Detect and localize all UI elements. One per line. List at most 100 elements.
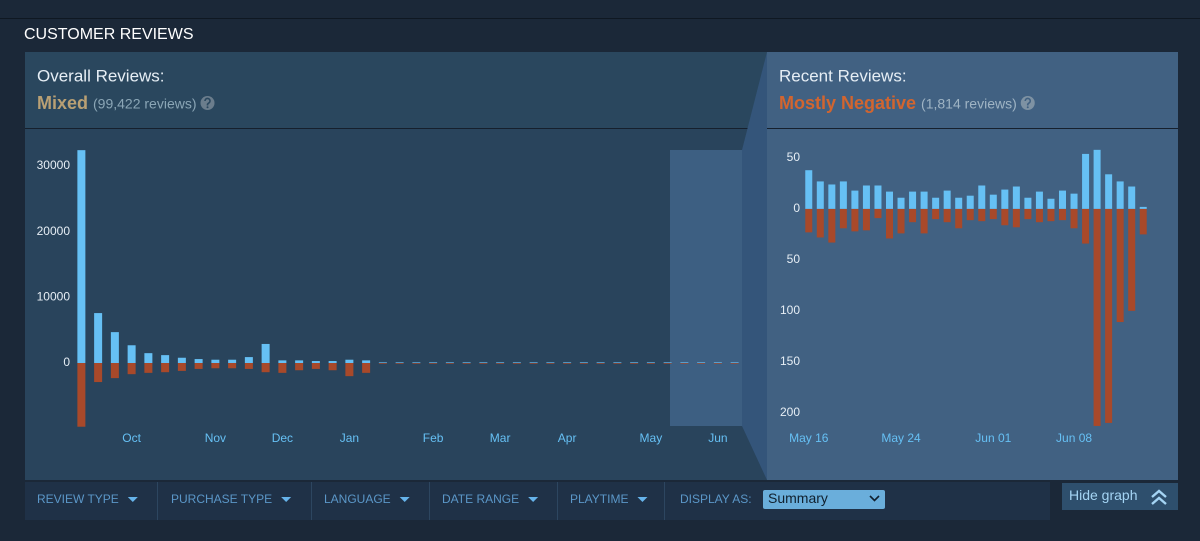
bar <box>211 363 220 369</box>
bar <box>897 197 905 209</box>
bar <box>1024 197 1032 209</box>
bar <box>730 362 739 364</box>
bar <box>816 208 824 238</box>
bar <box>1035 208 1043 223</box>
bar <box>1012 186 1020 209</box>
bar <box>874 185 882 209</box>
bar <box>94 363 103 383</box>
bar <box>805 208 813 233</box>
bar <box>646 363 655 364</box>
bar <box>412 363 421 364</box>
bar <box>909 208 917 223</box>
display-select[interactable] <box>763 490 885 509</box>
bar <box>1059 190 1066 209</box>
bar <box>730 363 739 364</box>
filter-label[interactable]: REVIEW TYPE <box>37 492 119 506</box>
hide-graph-label[interactable]: Hide graph <box>1069 487 1138 503</box>
bar <box>110 332 119 364</box>
bar <box>110 363 119 379</box>
select-chevron <box>869 495 880 502</box>
bar <box>1070 208 1078 229</box>
overall-summary: Mixed <box>37 93 88 113</box>
bar <box>77 363 86 427</box>
bar <box>395 363 404 364</box>
bar <box>680 363 689 364</box>
bar <box>579 363 588 364</box>
bar <box>920 191 928 209</box>
bar <box>579 362 588 364</box>
bar <box>955 208 963 229</box>
bar <box>828 208 836 243</box>
x-tick-label: Jun 08 <box>1056 431 1092 445</box>
x-tick-label: May 16 <box>789 431 829 445</box>
bar <box>345 363 354 377</box>
bar <box>278 360 287 364</box>
bar <box>311 363 320 369</box>
bar <box>429 363 438 364</box>
bar <box>445 362 454 364</box>
filter-label[interactable]: PURCHASE TYPE <box>171 492 272 506</box>
filter-arrow <box>637 497 648 502</box>
bar <box>395 362 404 364</box>
bar <box>932 208 940 220</box>
bar <box>1012 208 1020 228</box>
help-icon[interactable] <box>1020 96 1035 110</box>
filter-label[interactable]: LANGUAGE <box>324 492 391 506</box>
bar <box>445 363 454 364</box>
bar <box>862 208 870 231</box>
filter-label[interactable]: PLAYTIME <box>570 492 628 506</box>
x-tick-label: Oct <box>122 431 141 445</box>
x-tick-label: Mar <box>490 431 511 445</box>
bar <box>144 363 153 373</box>
bar <box>1001 189 1009 209</box>
overall-label: Overall Reviews: <box>37 66 165 85</box>
bar <box>311 361 320 364</box>
bar <box>886 208 893 239</box>
hide-graph-button[interactable] <box>1062 483 1178 510</box>
bar <box>1047 208 1055 222</box>
bar <box>378 362 387 364</box>
bar <box>816 181 824 209</box>
bar <box>897 208 905 234</box>
y-tick-label: 50 <box>787 252 801 266</box>
recent-count: (1,814 reviews) <box>921 96 1017 112</box>
bar <box>966 208 974 221</box>
x-tick-label: Jun 01 <box>975 431 1011 445</box>
bar <box>1082 208 1090 244</box>
help-icon[interactable] <box>200 96 215 110</box>
bar <box>479 363 488 364</box>
bar <box>978 208 986 222</box>
bar <box>596 363 605 364</box>
y-tick-label: 50 <box>787 150 801 164</box>
bar <box>144 353 153 364</box>
bar <box>244 357 253 364</box>
hide-graph-icon <box>1151 489 1167 505</box>
y-tick-label: 10000 <box>37 289 71 303</box>
bar <box>77 150 86 364</box>
bar <box>127 345 136 364</box>
display-value[interactable]: Summary <box>768 490 828 506</box>
bar <box>261 343 270 364</box>
bar <box>874 208 882 219</box>
bar <box>680 362 689 364</box>
bar <box>177 357 186 364</box>
y-tick-label: 150 <box>780 354 800 368</box>
filter-label[interactable]: DATE RANGE <box>442 492 519 506</box>
bar <box>362 360 371 364</box>
filter-arrow <box>281 497 292 502</box>
bar <box>1105 174 1113 209</box>
x-tick-label: Jan <box>340 431 359 445</box>
bar <box>228 359 237 364</box>
x-tick-label: Nov <box>205 431 226 445</box>
bar <box>943 190 951 209</box>
filter-arrow <box>528 497 539 502</box>
bar <box>94 313 103 364</box>
bar <box>663 363 672 364</box>
recent-summary: Mostly Negative <box>779 93 916 113</box>
bar <box>828 184 836 209</box>
recent-label: Recent Reviews: <box>779 66 907 85</box>
bar <box>851 208 859 232</box>
bar <box>630 362 639 364</box>
bar <box>127 363 136 375</box>
y-tick-label: 0 <box>793 201 800 215</box>
